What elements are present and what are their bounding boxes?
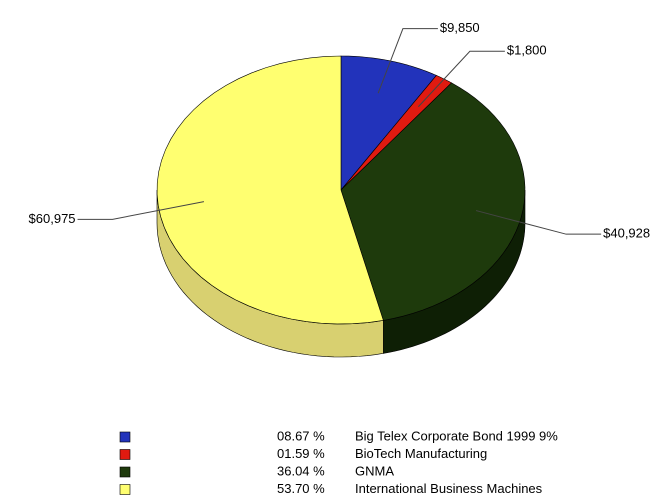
legend-percent: 01.59 % (277, 446, 325, 461)
legend-label: GNMA (355, 463, 394, 478)
value-label: $1,800 (507, 43, 547, 58)
legend-label: BioTech Manufacturing (355, 446, 487, 461)
leader-line (377, 28, 438, 94)
legend-swatch (119, 431, 131, 443)
legend-percent: 08.67 % (277, 428, 325, 443)
value-label: $9,850 (440, 20, 480, 35)
slice (340, 82, 526, 321)
slice (156, 55, 384, 325)
legend-percent: 53.70 % (277, 481, 325, 496)
legend-label: International Business Machines (355, 481, 543, 496)
legend-swatch (119, 484, 131, 495)
value-label: $40,928 (603, 226, 650, 241)
legend-swatch (119, 466, 131, 478)
value-label: $60,975 (29, 211, 76, 226)
leader-line (77, 201, 205, 220)
leader-line (475, 210, 602, 235)
legend-label: Big Telex Corporate Bond 1999 9% (355, 428, 558, 443)
leader-line (417, 50, 505, 108)
legend-swatch (119, 449, 131, 460)
legend-percent: 36.04 % (277, 463, 325, 478)
